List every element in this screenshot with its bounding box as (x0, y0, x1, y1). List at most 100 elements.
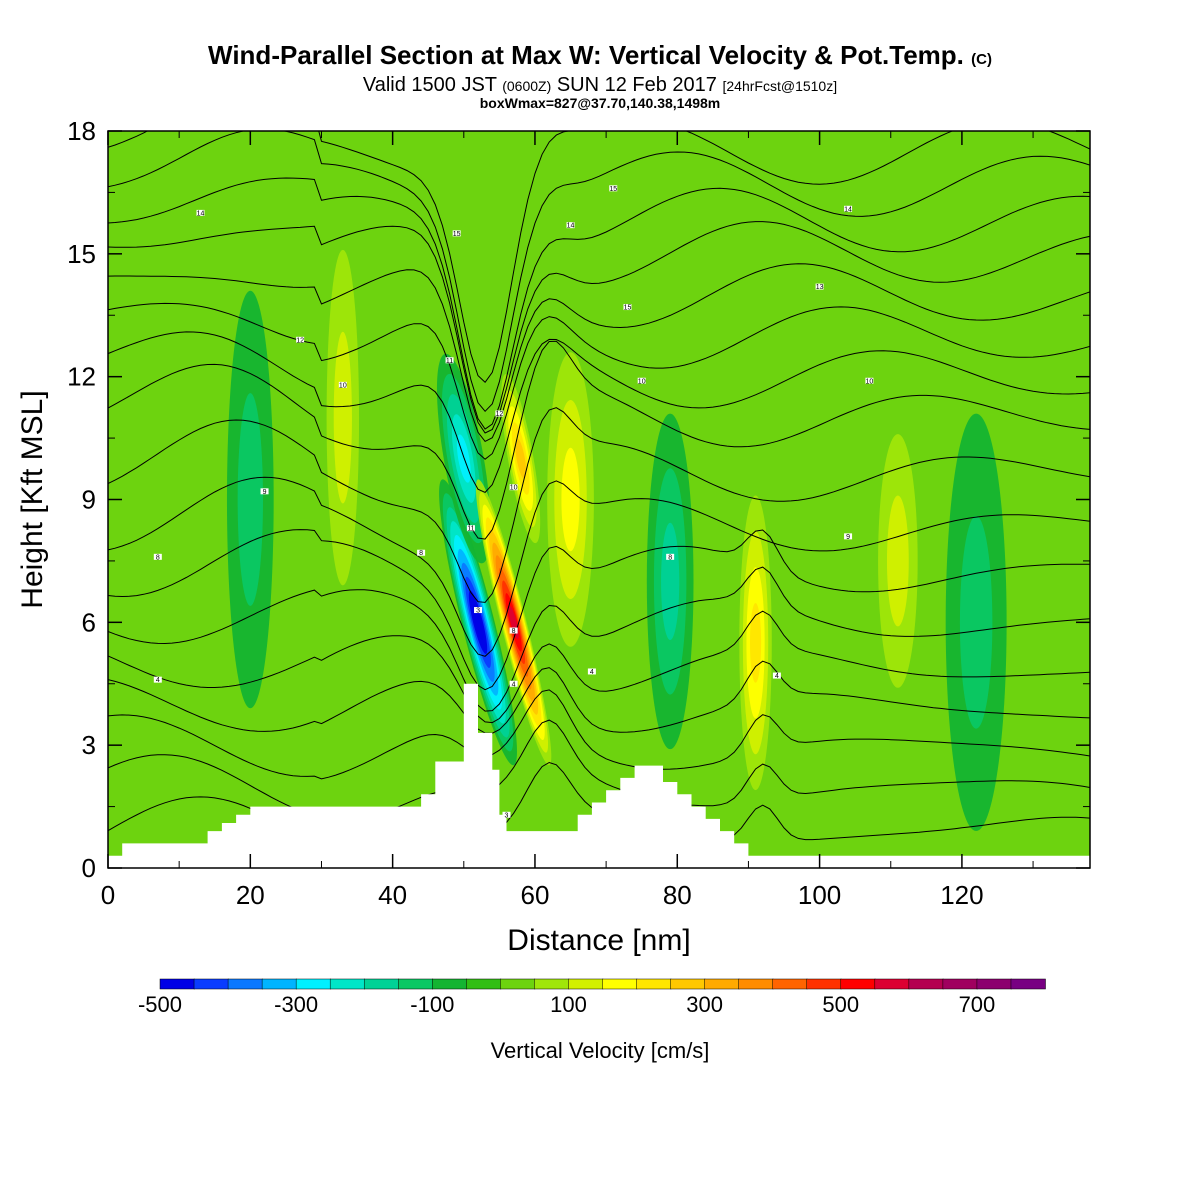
colorbar-tick-label: 500 (822, 992, 859, 1017)
isoline-label-bg (196, 209, 205, 216)
y-tick-label: 0 (82, 853, 96, 883)
colorbar-tick-label: 100 (550, 992, 587, 1017)
isoline-label: 8 (512, 628, 516, 635)
isoline-label-bg (637, 377, 646, 384)
isoline-label-bg (153, 553, 162, 560)
colorbar-tick-label: 300 (686, 992, 723, 1017)
isoline-label: 10 (638, 378, 646, 385)
colorbar-tick-label: 700 (959, 992, 996, 1017)
colorbar-swatch (432, 978, 468, 990)
axes: 0 20 40 60 80 100 120 0 3 6 9 12 15 18 (67, 116, 1090, 910)
isoline-15 (108, 221, 1090, 434)
colorbar-swatch (908, 978, 944, 990)
isoline-18 (108, 131, 1090, 384)
y-tick-label: 3 (82, 730, 96, 760)
w-feature-7 (326, 249, 360, 586)
x-tick-label: 120 (940, 880, 983, 910)
isoline-5 (108, 660, 1090, 734)
colorbar-swatch (670, 978, 706, 990)
isoline-label-bg (452, 230, 461, 237)
w-contour-band (561, 447, 580, 552)
isoline-label: 15 (624, 305, 632, 312)
isoline-label-bg (417, 549, 426, 556)
isoline-6 (108, 610, 1090, 724)
w-feature-10 (945, 413, 1007, 832)
w-contour-band (886, 495, 909, 627)
isoline-label-bg (296, 336, 305, 343)
w-contour-band (959, 515, 993, 729)
isoline-label: 10 (339, 382, 347, 389)
isoline-label: 8 (668, 554, 672, 561)
colorbar-swatch (704, 978, 740, 990)
colorbar-swatch (942, 978, 978, 990)
x-tick-label: 60 (520, 880, 549, 910)
chart-title-main: Wind-Parallel Section at Max W: Vertical… (208, 40, 964, 70)
w-contour-band (333, 331, 352, 504)
terrain-profile (108, 683, 1090, 868)
y-tick-label: 15 (67, 239, 96, 269)
valid-date: SUN 12 Feb 2017 (556, 74, 717, 96)
isoline-11 (108, 340, 1090, 540)
copyright-mark: (C) (971, 51, 992, 68)
colorbar-swatch (602, 978, 638, 990)
isoline-label: 3 (505, 812, 509, 819)
isoline-label: 8 (156, 554, 160, 561)
isoline-label: 4 (512, 681, 516, 688)
isoline-label: 14 (567, 223, 575, 230)
colorbar-swatch (159, 978, 195, 990)
isoline-label-bg (502, 811, 511, 818)
w-contour-band (237, 393, 263, 606)
x-tick-label: 40 (378, 880, 407, 910)
valid-prefix: Valid 1500 JST (362, 74, 497, 96)
colorbar-swatch (568, 978, 604, 990)
isoline-label-bg (495, 410, 504, 417)
isoline-label: 15 (453, 231, 461, 238)
isoline-label-bg (338, 381, 347, 388)
w-feature-6 (739, 495, 772, 791)
chart-title: Wind-Parallel Section at Max W: Vertical… (0, 40, 1200, 75)
isoline-label: 12 (296, 337, 304, 344)
colorbar-tick-label: -300 (274, 992, 318, 1017)
isoline-label-bg (609, 185, 618, 192)
colorbar-swatch (295, 978, 331, 990)
isoline-label-bg (587, 668, 596, 675)
isoline-label-bg (566, 222, 575, 229)
valid-zulu: (0600Z) (502, 78, 552, 94)
colorbar-swatch (363, 978, 400, 990)
colorbar-title: Vertical Velocity [cm/s] (491, 1038, 710, 1063)
isoline-label: 11 (467, 526, 474, 533)
colorbar-swatch (261, 978, 297, 990)
colorbar-swatch (636, 978, 672, 990)
colorbar-swatch (398, 978, 434, 990)
colorbar-tick-label: -100 (410, 992, 454, 1017)
isoline-label-bg (844, 205, 853, 212)
colorbar-swatch (227, 978, 263, 990)
x-tick-label: 0 (101, 880, 115, 910)
isoline-label: 14 (197, 210, 205, 217)
isoline-label: 9 (263, 489, 267, 496)
w-feature-8 (878, 434, 918, 688)
isoline-label-bg (474, 607, 483, 614)
isoline-label-bg (509, 484, 518, 491)
w-feature-4 (547, 352, 594, 647)
isoline-label: 12 (495, 411, 503, 418)
colorbar-swatch (874, 978, 910, 990)
colorbar-swatch (466, 978, 502, 990)
isoline-4 (108, 689, 1090, 780)
isoline-label-bg (466, 525, 475, 532)
x-tick-label: 100 (798, 880, 841, 910)
y-tick-label: 9 (82, 485, 96, 515)
isoline-labels: 4 8 9 14 12 10 8 11 15 11 3 12 10 8 4 3 14 15 15 10 4 8 13 14 10… (153, 185, 874, 819)
isoline-label: 14 (844, 206, 852, 213)
colorbar-tick-label: -500 (138, 992, 182, 1017)
isoline-label: 4 (156, 677, 160, 684)
isoline-label-bg (445, 357, 454, 364)
isoline-label: 8 (419, 550, 423, 557)
chart-valid-line: Valid 1500 JST (0600Z) SUN 12 Feb 2017 [… (0, 75, 1200, 96)
isoline-3 (108, 719, 1090, 822)
isoline-13 (108, 302, 1090, 460)
y-tick-label: 6 (82, 607, 96, 637)
x-axis-label: Distance [nm] (507, 924, 690, 957)
w-contour-band (472, 604, 484, 641)
